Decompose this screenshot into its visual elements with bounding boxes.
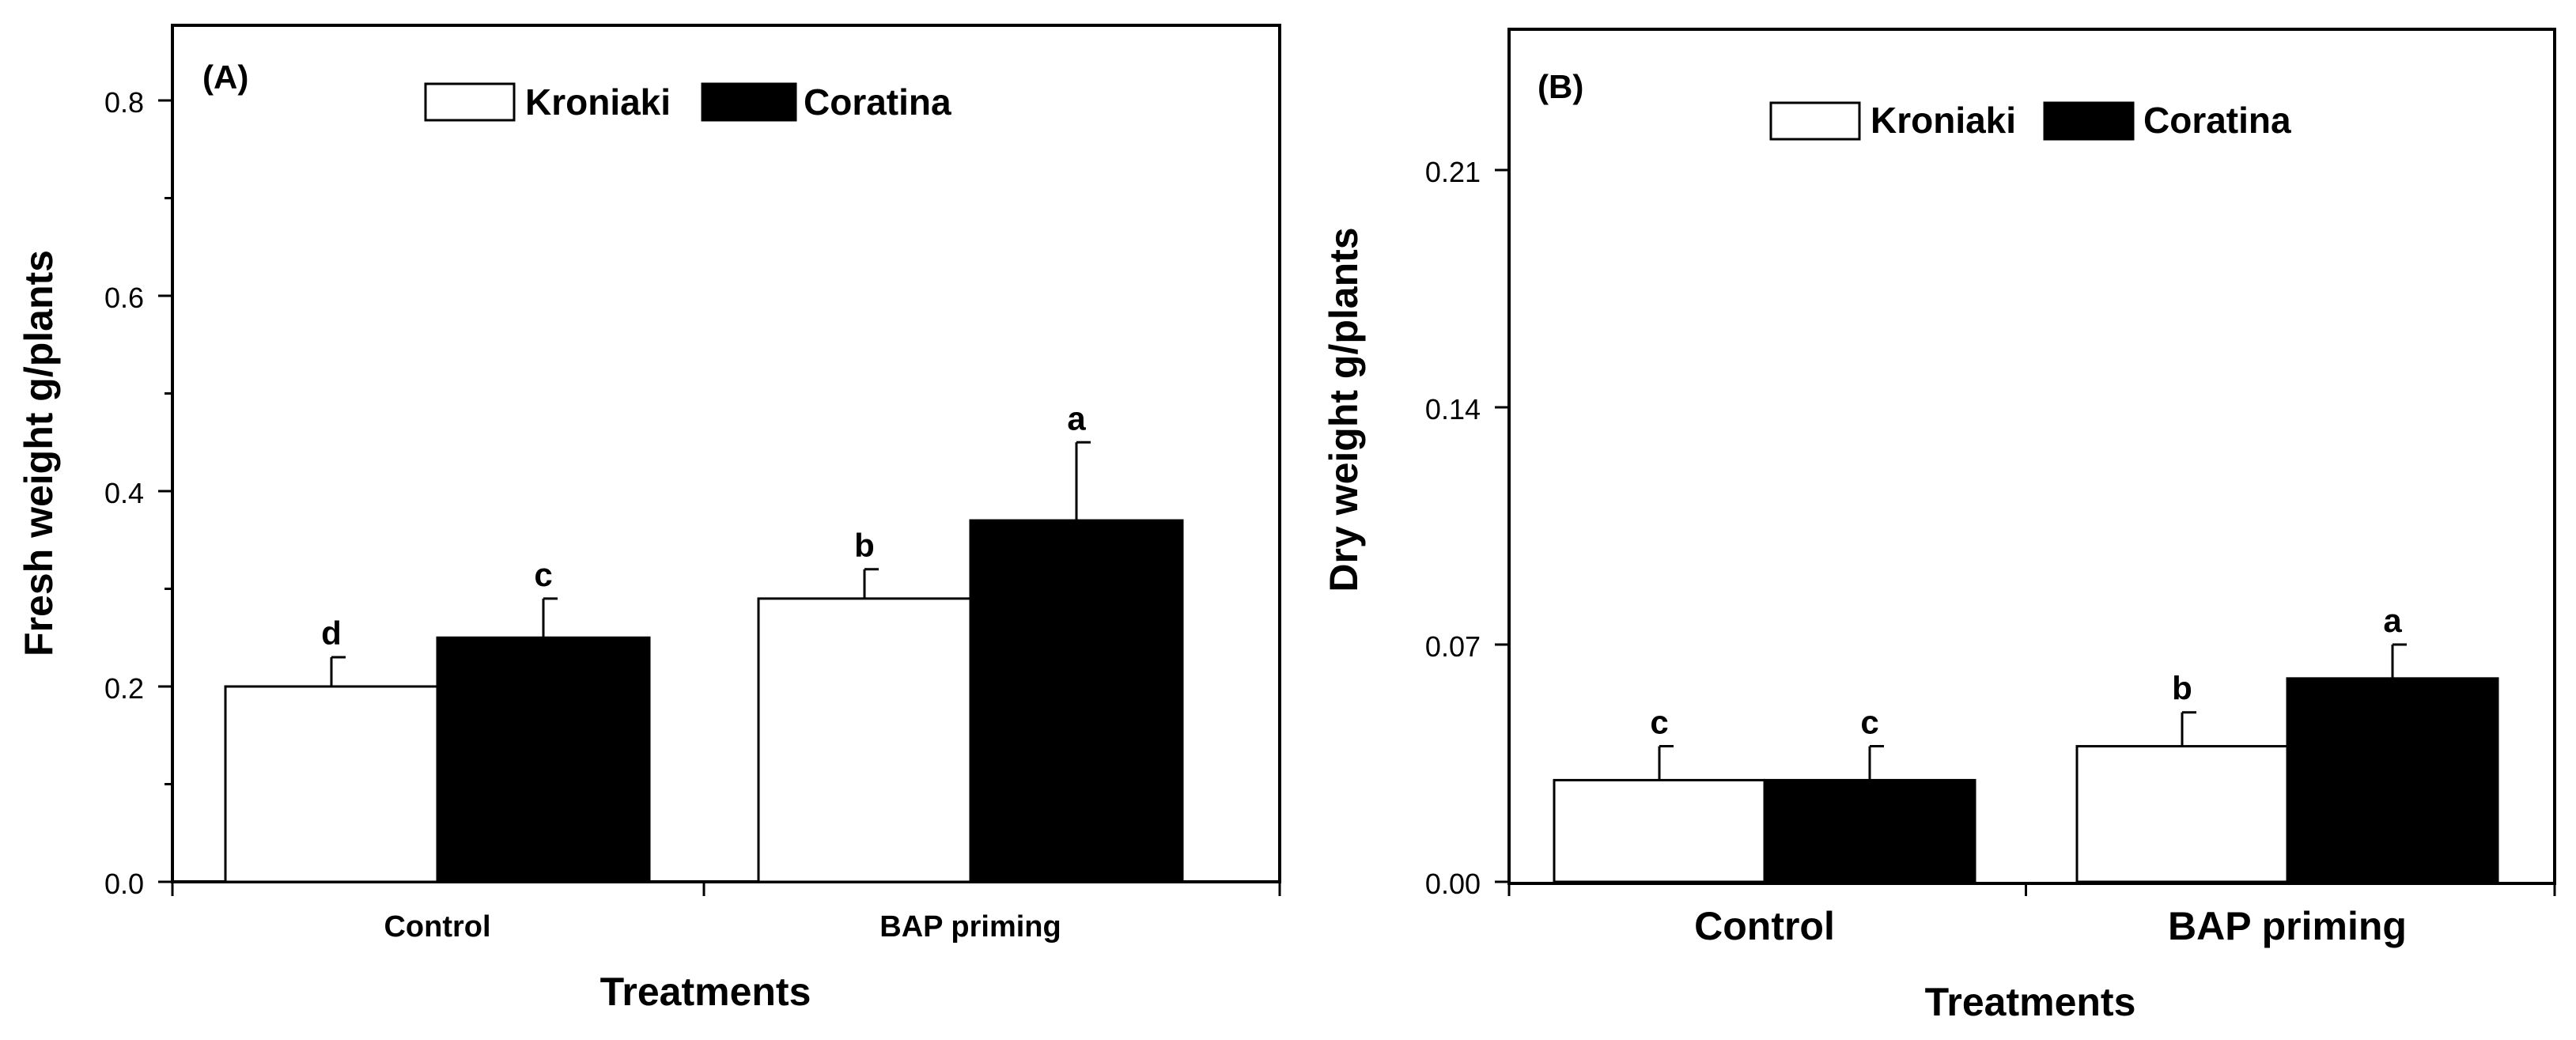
panel-a-legend-swatch-coratina <box>701 82 797 122</box>
panel-a-y-axis: 0.0 0.2 0.4 0.6 0.8 <box>104 86 144 900</box>
panel-b-significance-letter: a <box>2383 602 2402 639</box>
panel-a-bar-coratina-0 <box>436 636 651 883</box>
panel-a-plot-frame <box>171 24 1281 883</box>
panel-b-ytick-label: 0.14 <box>1425 393 1481 425</box>
panel-a-legend: Kroniaki Coratina <box>424 81 951 123</box>
panel-b-bar-kroniaki-0 <box>1553 778 1766 883</box>
panel-b-bar-coratina-0 <box>1763 778 1976 883</box>
panel-b-legend-label-coratina: Coratina <box>2143 100 2291 141</box>
panel-a-significance-letter: d <box>321 615 342 652</box>
panel-a-x-axis-title: Treatments <box>600 970 811 1014</box>
panel-b-legend: Kroniaki Coratina <box>1769 100 2291 141</box>
panel-a-bar-coratina-1 <box>969 519 1184 883</box>
panel-b-category-label: BAP priming <box>2168 904 2407 948</box>
panel-a-significance-letter: c <box>534 556 552 593</box>
panel-a-legend-label-kroniaki: Kroniaki <box>525 81 671 123</box>
panel-a-category-label: Control <box>384 910 490 944</box>
panel-b-y-axis: 0.00 0.07 0.14 0.21 <box>1425 156 1481 900</box>
panel-a-legend-label-coratina: Coratina <box>804 81 951 123</box>
panel-b-ytick-label: 0.00 <box>1425 868 1481 900</box>
panel-b-plot-frame <box>1507 28 2556 885</box>
panel-b-significance-letter: c <box>1650 704 1668 741</box>
panel-b-legend-swatch-kroniaki <box>1769 101 1861 141</box>
panel-a-ytick-label: 0.0 <box>104 868 144 900</box>
panel-a-bar-kroniaki-0 <box>224 685 439 883</box>
panel-b-y-axis-title: Dry weight g/plants <box>1322 227 1366 592</box>
panel-b-significance-letter: c <box>1860 704 1878 741</box>
panel-a-y-axis-title: Fresh weight g/plants <box>17 250 61 656</box>
panel-b-legend-swatch-coratina <box>2043 101 2135 141</box>
panel-b-legend-label-kroniaki: Kroniaki <box>1871 100 2016 141</box>
panel-a-ytick-label: 0.8 <box>104 86 144 119</box>
panel-b-bar-coratina-1 <box>2286 677 2499 883</box>
panel-b-category-label: Control <box>1694 904 1835 948</box>
panel-b-ytick-label: 0.07 <box>1425 630 1481 663</box>
panel-b-x-axis-title: Treatments <box>1925 980 2136 1024</box>
panel-a: (A) Kroniaki Coratina 0.0 0.2 0.4 0.6 0.… <box>17 24 1281 1014</box>
panel-a-legend-swatch-kroniaki <box>424 82 516 122</box>
panel-b-label: (B) <box>1538 68 1583 105</box>
panel-a-label: (A) <box>202 59 248 96</box>
panel-b-x-axis: Control BAP priming <box>1694 904 2407 948</box>
panel-a-ytick-label: 0.6 <box>104 282 144 314</box>
panel-a-bar-kroniaki-1 <box>757 597 972 883</box>
panel-b: (B) Kroniaki Coratina 0.00 0.07 0.14 0.2… <box>1322 28 2556 1024</box>
panel-a-category-label: BAP priming <box>879 910 1061 944</box>
panel-a-ytick-label: 0.2 <box>104 672 144 705</box>
panel-a-ytick-label: 0.4 <box>104 477 144 509</box>
panel-b-significance-letter: b <box>2172 670 2192 707</box>
panel-b-ytick-label: 0.21 <box>1425 156 1481 188</box>
panel-a-marks: d c b a <box>158 99 1281 896</box>
panel-a-significance-letter: a <box>1067 399 1086 437</box>
panel-b-bar-kroniaki-1 <box>2075 745 2289 883</box>
panel-a-x-axis: Control BAP priming <box>384 910 1061 944</box>
panel-b-marks: c c b a <box>1495 168 2556 896</box>
panel-a-significance-letter: b <box>854 527 875 564</box>
